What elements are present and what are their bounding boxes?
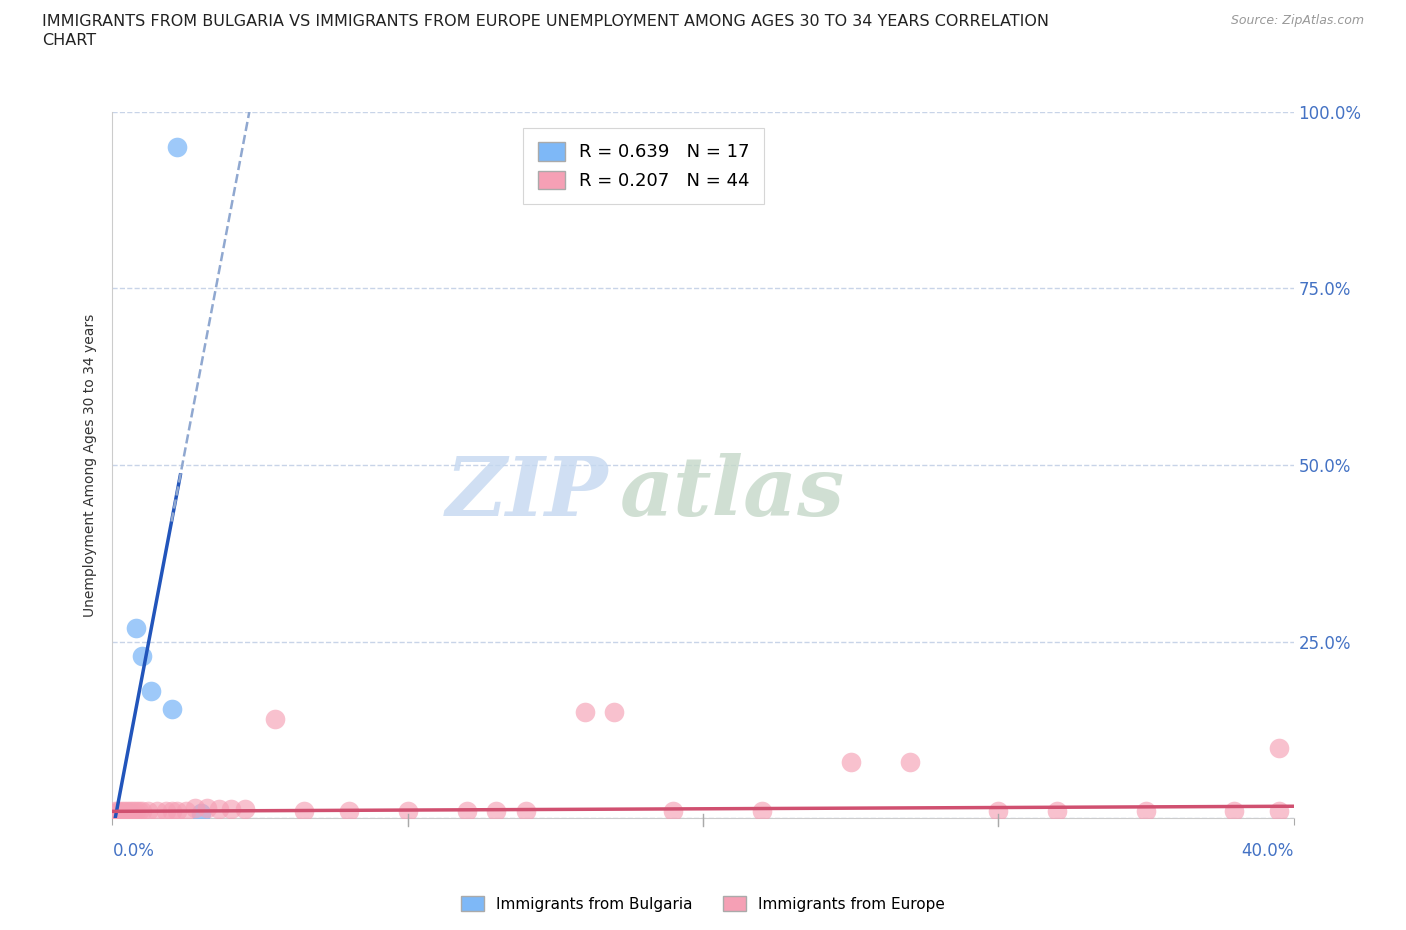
Point: [107, 809, 129, 824]
Point: [117, 805, 138, 820]
Legend: R = 0.639   N = 17, R = 0.207   N = 44: R = 0.639 N = 17, R = 0.207 N = 44: [523, 127, 765, 205]
Point: [987, 804, 1010, 818]
Point: [117, 805, 138, 820]
Point: [107, 805, 129, 820]
Point: [160, 804, 183, 818]
Point: [1135, 804, 1157, 818]
Point: [125, 620, 148, 635]
Point: [136, 804, 159, 818]
Point: [110, 805, 132, 820]
Point: [104, 805, 127, 820]
Point: [166, 140, 188, 154]
Point: [125, 804, 148, 818]
Point: [396, 804, 419, 818]
Point: [839, 754, 862, 769]
Point: [139, 684, 162, 698]
Point: [1268, 740, 1291, 755]
Point: [485, 804, 508, 818]
Point: [292, 804, 315, 818]
Point: [112, 807, 135, 822]
Point: [120, 805, 142, 820]
Point: [112, 809, 135, 824]
Point: [160, 701, 183, 716]
Text: Source: ZipAtlas.com: Source: ZipAtlas.com: [1230, 14, 1364, 27]
Point: [166, 804, 188, 818]
Point: [233, 802, 256, 817]
Point: [337, 804, 360, 818]
Point: [603, 705, 626, 720]
Point: [131, 804, 153, 818]
Text: 40.0%: 40.0%: [1241, 842, 1294, 859]
Text: IMMIGRANTS FROM BULGARIA VS IMMIGRANTS FROM EUROPE UNEMPLOYMENT AMONG AGES 30 TO: IMMIGRANTS FROM BULGARIA VS IMMIGRANTS F…: [42, 14, 1049, 29]
Point: [264, 712, 287, 727]
Point: [104, 805, 127, 820]
Point: [662, 804, 685, 818]
Point: [1268, 804, 1291, 818]
Point: [107, 805, 129, 820]
Point: [574, 705, 596, 720]
Text: 0.0%: 0.0%: [112, 842, 155, 859]
Point: [184, 801, 207, 816]
Point: [110, 804, 132, 818]
Point: [208, 802, 231, 817]
Point: [120, 804, 142, 818]
Point: [219, 802, 242, 817]
Point: [1223, 804, 1246, 818]
Point: [146, 804, 169, 818]
Text: atlas: atlas: [620, 453, 845, 533]
Point: [122, 804, 145, 818]
Point: [112, 804, 135, 818]
Point: [104, 809, 127, 824]
Point: [110, 805, 132, 820]
Point: [110, 807, 132, 822]
Text: ZIP: ZIP: [446, 453, 609, 533]
Text: CHART: CHART: [42, 33, 96, 47]
Point: [104, 804, 127, 818]
Y-axis label: Unemployment Among Ages 30 to 34 years: Unemployment Among Ages 30 to 34 years: [83, 313, 97, 617]
Point: [128, 804, 150, 818]
Point: [107, 804, 129, 818]
Point: [117, 809, 138, 824]
Point: [515, 804, 537, 818]
Point: [155, 804, 177, 818]
Point: [751, 804, 773, 818]
Legend: Immigrants from Bulgaria, Immigrants from Europe: Immigrants from Bulgaria, Immigrants fro…: [454, 889, 952, 918]
Point: [190, 805, 212, 820]
Point: [174, 804, 197, 818]
Point: [898, 754, 921, 769]
Point: [131, 648, 153, 663]
Point: [456, 804, 478, 818]
Point: [117, 804, 138, 818]
Point: [1046, 804, 1069, 818]
Point: [195, 801, 218, 816]
